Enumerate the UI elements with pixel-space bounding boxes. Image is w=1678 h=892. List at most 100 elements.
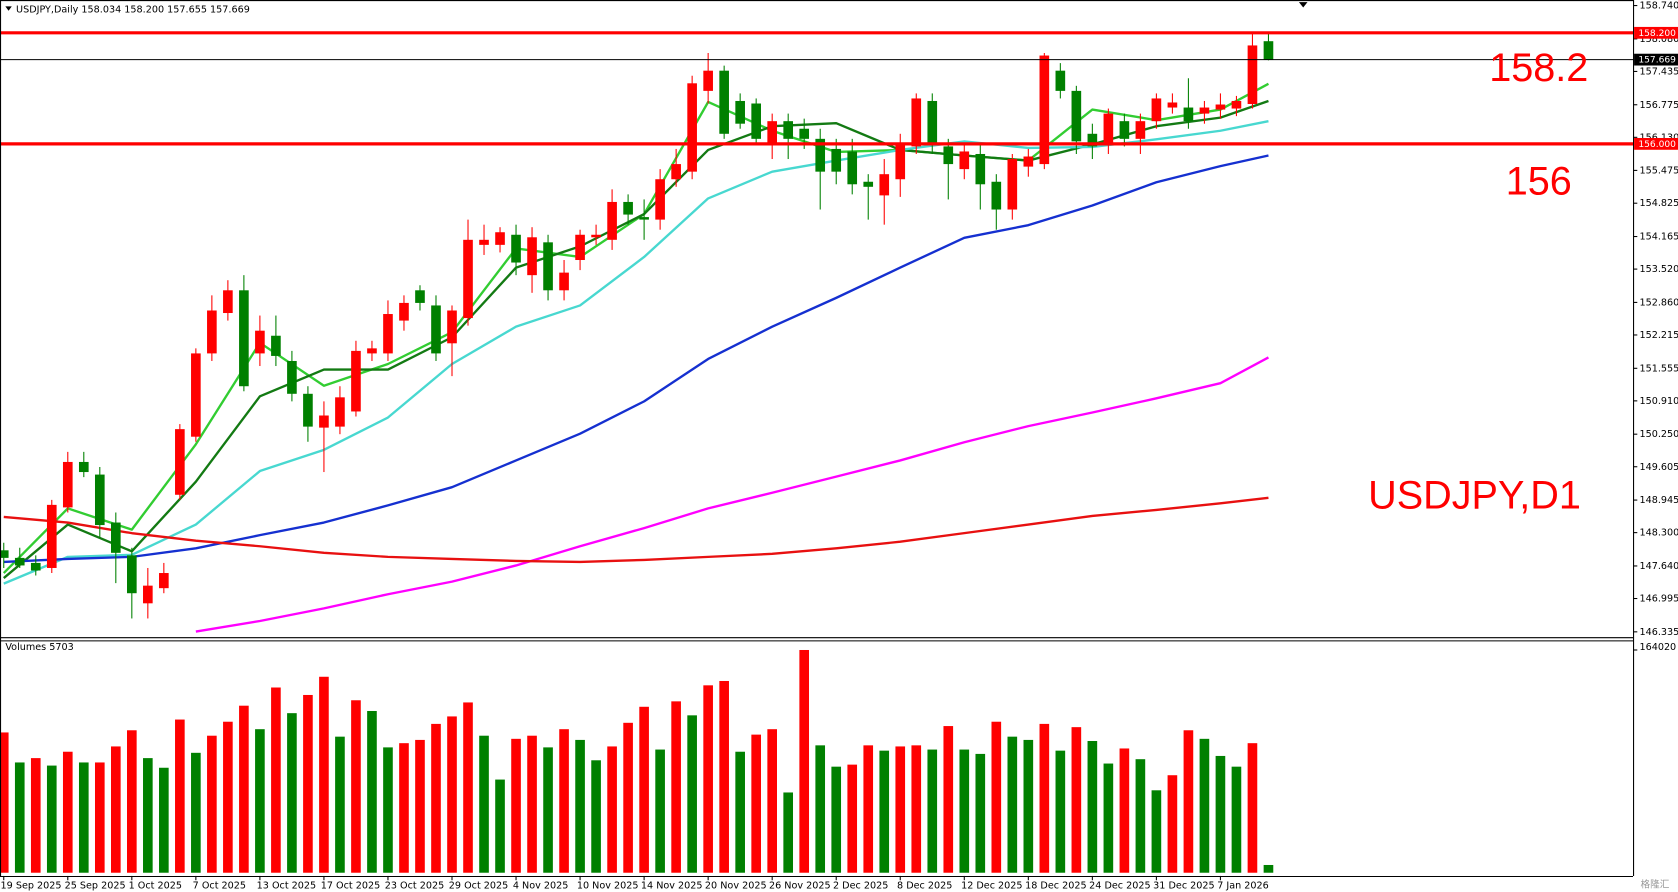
volume-bar <box>1215 755 1226 873</box>
y-tick-label: 146.995 <box>1639 594 1678 605</box>
volume-bar <box>46 765 57 873</box>
y-tick-label: 156.130 <box>1639 132 1678 143</box>
volume-bar <box>415 739 425 873</box>
candle-body <box>863 181 874 187</box>
candle-body <box>1247 45 1258 105</box>
candle-body <box>383 314 393 354</box>
y-tick-label: 157.435 <box>1639 66 1678 77</box>
volume-bar <box>1087 741 1098 873</box>
candle-body <box>1055 70 1066 91</box>
candle-body <box>671 164 681 180</box>
candle-body <box>447 310 457 344</box>
y-tick-label: 154.165 <box>1639 232 1678 243</box>
candle-body <box>559 272 569 291</box>
candle-body <box>191 353 201 437</box>
volume-bar <box>559 729 569 873</box>
candle-body <box>511 234 521 263</box>
volume-bar <box>159 767 169 873</box>
x-tick-label: 17 Oct 2025 <box>321 881 381 892</box>
candle-body <box>30 562 41 571</box>
candle-body <box>1071 90 1082 142</box>
level-tag <box>1634 26 1678 39</box>
volume-bar <box>1023 739 1034 873</box>
volume-bar <box>351 700 361 873</box>
candle-body <box>1183 107 1194 122</box>
volume-bar <box>1151 790 1162 873</box>
candle-body <box>207 310 217 354</box>
volume-bar <box>607 746 617 873</box>
candle-body <box>767 121 777 144</box>
volume-bar <box>1119 748 1130 873</box>
volume-bar <box>1055 750 1066 873</box>
candle-body <box>46 504 57 568</box>
candle-body <box>367 348 377 354</box>
candle-body <box>495 232 505 245</box>
x-tick-label: 19 Sep 2025 <box>1 881 62 892</box>
candle-body <box>1199 107 1210 114</box>
volume-bar <box>399 743 409 873</box>
candle-body <box>703 70 713 91</box>
candle-body <box>143 585 153 604</box>
candle-body <box>127 555 137 594</box>
x-tick-label: 25 Sep 2025 <box>65 881 126 892</box>
moving-average <box>3 120 1269 585</box>
candle-body <box>591 234 601 238</box>
candle-body <box>975 153 986 185</box>
level-tag-label: 156.000 <box>1638 140 1676 150</box>
candle-body <box>927 100 938 144</box>
menu-arrow[interactable] <box>5 6 12 11</box>
candle-body <box>62 461 73 508</box>
candle-body <box>223 290 233 314</box>
candle-body <box>255 330 265 354</box>
volume-bar <box>271 687 281 873</box>
y-tick-label: 148.300 <box>1639 528 1678 539</box>
candle-body <box>303 393 313 427</box>
volume-bar <box>191 752 201 873</box>
moving-average <box>195 356 1270 633</box>
candle-body <box>799 128 810 139</box>
candle-body <box>1263 41 1274 60</box>
x-tick-label: 14 Nov 2025 <box>641 881 703 892</box>
volume-bar <box>623 722 633 873</box>
y-tick-label: 150.250 <box>1639 429 1678 440</box>
volume-bar <box>543 747 553 873</box>
volume-bar <box>735 751 745 873</box>
volume-bar <box>207 735 217 873</box>
candle-body <box>959 151 970 170</box>
moving-average <box>3 496 1269 564</box>
candle-body <box>655 179 665 220</box>
volume-bar <box>319 676 329 873</box>
candle-body <box>623 201 633 215</box>
volume-bar <box>1135 759 1146 873</box>
candle-body <box>1151 98 1162 122</box>
candle-body <box>463 239 473 319</box>
y-tick-label: 150.910 <box>1639 396 1678 407</box>
candle-body <box>847 151 858 185</box>
candle-body <box>78 461 89 473</box>
x-tick-label: 18 Dec 2025 <box>1025 881 1087 892</box>
candle-body <box>527 237 537 276</box>
candle-body <box>159 573 169 589</box>
annotation: 158.2 <box>1489 46 1588 90</box>
volume-bar <box>495 779 505 873</box>
candle-body <box>1167 102 1178 108</box>
volume-bar <box>895 746 906 873</box>
volume-bar <box>1103 763 1114 873</box>
x-tick-label: 7 Jan 2026 <box>1217 881 1269 892</box>
x-tick-label: 24 Dec 2025 <box>1089 881 1151 892</box>
x-tick-label: 1 Oct 2025 <box>129 881 182 892</box>
moving-average <box>3 154 1269 564</box>
volume-bar <box>175 719 185 873</box>
candle-body <box>351 350 361 412</box>
volume-bar <box>847 764 858 873</box>
volume-bar <box>511 738 521 873</box>
volume-bar <box>783 792 794 873</box>
volume-bar <box>639 706 649 873</box>
candle-body <box>239 290 249 387</box>
level-tag-label: 157.669 <box>1638 56 1676 66</box>
volume-bar <box>655 749 665 873</box>
volume-bar <box>447 716 457 873</box>
volume-bar <box>255 729 265 873</box>
volume-bar <box>815 745 826 873</box>
